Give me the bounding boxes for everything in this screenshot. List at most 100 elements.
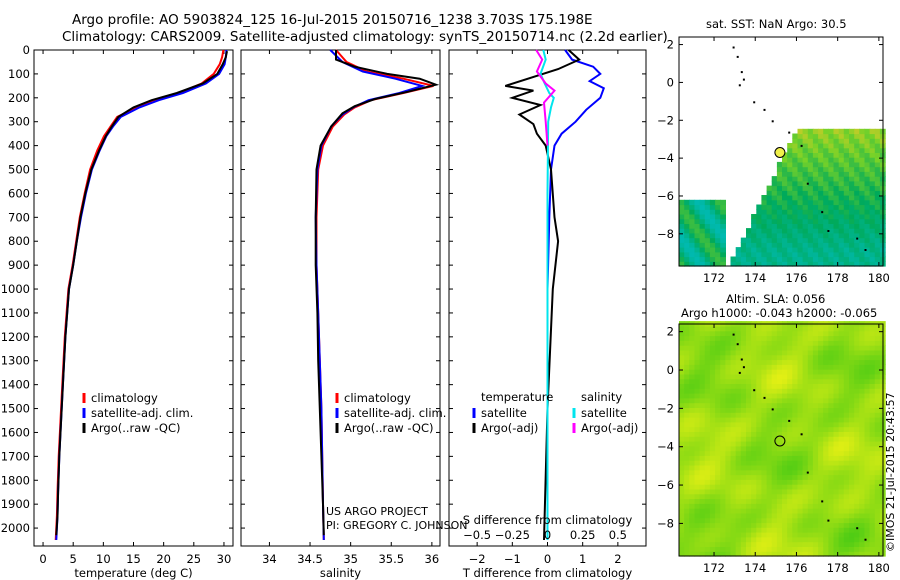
map-cell [761, 223, 768, 229]
map-cell [818, 176, 824, 182]
map-cell [740, 237, 747, 243]
map-cell [730, 417, 737, 423]
map-cell [684, 426, 690, 432]
map-cell [689, 551, 696, 557]
map-cell [792, 536, 799, 543]
map-cell [828, 541, 835, 547]
map-cell [849, 325, 855, 332]
map-cell [797, 546, 804, 552]
map-cell [776, 190, 783, 196]
map-cell [797, 498, 804, 504]
map-cell [843, 195, 850, 201]
map-cell [751, 232, 757, 239]
map-cell [787, 166, 793, 172]
map-cell [720, 498, 726, 504]
map-cell [792, 512, 799, 519]
map-cell [776, 417, 783, 423]
map-cell [802, 195, 809, 201]
map-cell [812, 512, 819, 519]
map-cell [802, 436, 809, 442]
map-cell [699, 541, 706, 547]
map-cell [725, 388, 732, 394]
map-cell [849, 417, 855, 423]
map-cell [715, 541, 721, 547]
map-cell [694, 335, 701, 341]
map-cell [771, 441, 778, 447]
map-cell [720, 417, 726, 423]
map-cell [792, 335, 799, 341]
map-cell [833, 460, 840, 466]
map-cell [797, 204, 804, 210]
map-cell [874, 232, 881, 239]
map-cell [818, 349, 824, 356]
map-cell [807, 133, 814, 139]
map-cell [807, 166, 814, 172]
map-cell [756, 330, 763, 337]
map-cell [787, 436, 793, 442]
map-cell [843, 161, 850, 168]
map-cell [751, 431, 757, 437]
map-cell [694, 237, 701, 243]
map-cell [823, 354, 829, 361]
map-cell [797, 508, 804, 514]
map-cell [776, 517, 783, 524]
map-cell [751, 242, 757, 248]
map-cell [725, 546, 732, 552]
map-cell [812, 536, 819, 543]
map-cell [843, 512, 850, 519]
map-cell [782, 541, 788, 547]
map-cell [746, 484, 752, 490]
map-cell [849, 450, 855, 456]
map-cell [766, 190, 773, 196]
map-cell [838, 143, 845, 149]
map-cell [730, 261, 737, 267]
map-cell [776, 199, 783, 206]
map-cell [874, 199, 881, 206]
map-cell [859, 512, 866, 519]
map-cell [874, 340, 881, 346]
map-cell [843, 340, 850, 346]
map-cell [818, 383, 824, 389]
map-cell [766, 512, 773, 519]
map-cell [746, 512, 752, 519]
map-cell [823, 185, 829, 191]
map-cell [807, 242, 814, 248]
map-cell [828, 256, 835, 262]
map-cell [802, 445, 809, 452]
map-cell [704, 232, 711, 239]
map-cell [823, 479, 829, 485]
map-cell [812, 431, 819, 437]
map-cell [704, 498, 711, 504]
map-cell [864, 152, 871, 158]
map-cell [864, 195, 871, 201]
map-cell [715, 251, 721, 258]
map-cell [751, 508, 757, 514]
map-cell [843, 242, 850, 248]
map-cell [715, 359, 721, 365]
map-cell [802, 340, 809, 346]
island-mark [736, 55, 739, 58]
map-cell [740, 464, 747, 471]
map-cell [787, 143, 793, 149]
map-cell [679, 536, 685, 543]
map-cell [704, 218, 711, 224]
map-cell [874, 522, 881, 528]
map-cell [725, 335, 732, 341]
map-cell [833, 190, 840, 196]
map-cell [833, 436, 840, 442]
map-cell [782, 199, 788, 206]
map-cell [751, 383, 757, 389]
map-cell [828, 218, 835, 224]
map-cell [746, 354, 752, 361]
island-mark [800, 144, 803, 147]
map-cell [833, 407, 840, 413]
map-cell [849, 460, 855, 466]
map-cell [756, 335, 763, 341]
map-cell [776, 232, 783, 239]
map-cell [802, 431, 809, 437]
map-cell [782, 527, 788, 533]
map-cell [869, 354, 876, 361]
map-cell [715, 546, 721, 552]
map-cell [864, 325, 871, 332]
